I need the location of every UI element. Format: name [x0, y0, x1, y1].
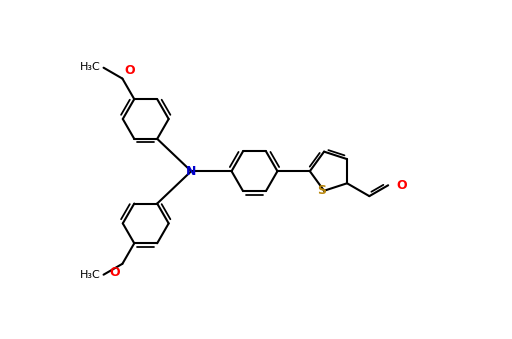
Text: O: O — [397, 179, 408, 192]
Text: O: O — [124, 64, 135, 77]
Text: H₃C: H₃C — [80, 62, 100, 72]
Text: N: N — [186, 165, 197, 178]
Text: H₃C: H₃C — [80, 271, 100, 280]
Text: O: O — [110, 266, 120, 279]
Text: S: S — [317, 184, 327, 197]
